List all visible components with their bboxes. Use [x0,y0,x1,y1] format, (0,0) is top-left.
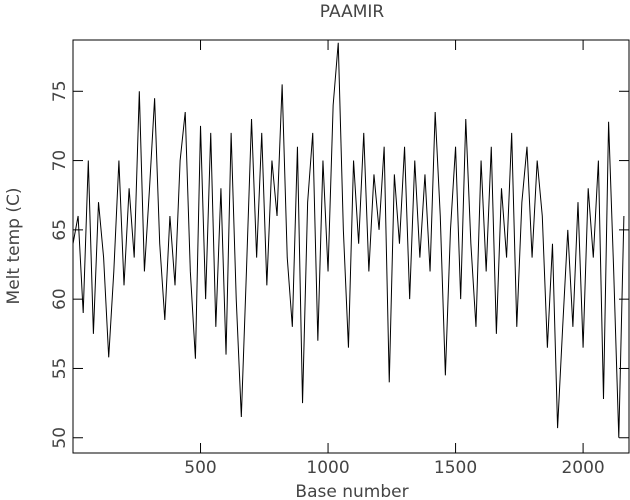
x-axis-label: Base number [295,482,408,500]
y-axis-label: Melt temp (C) [4,188,24,305]
y-tick-label: 60 [50,288,70,310]
y-tick-label: 75 [50,80,70,102]
data-line [72,42,625,438]
y-tick-label: 65 [50,219,70,241]
x-tick-label: 2000 [561,458,604,478]
y-tick-label: 55 [50,358,70,380]
x-tick-label: 500 [184,458,216,478]
chart-title: PAAMIR [320,2,385,22]
y-tick-label: 70 [50,150,70,172]
y-tick-label: 50 [50,427,70,449]
x-tick-label: 1000 [306,458,349,478]
x-tick-label: 1500 [434,458,477,478]
plot-frame [72,39,630,454]
